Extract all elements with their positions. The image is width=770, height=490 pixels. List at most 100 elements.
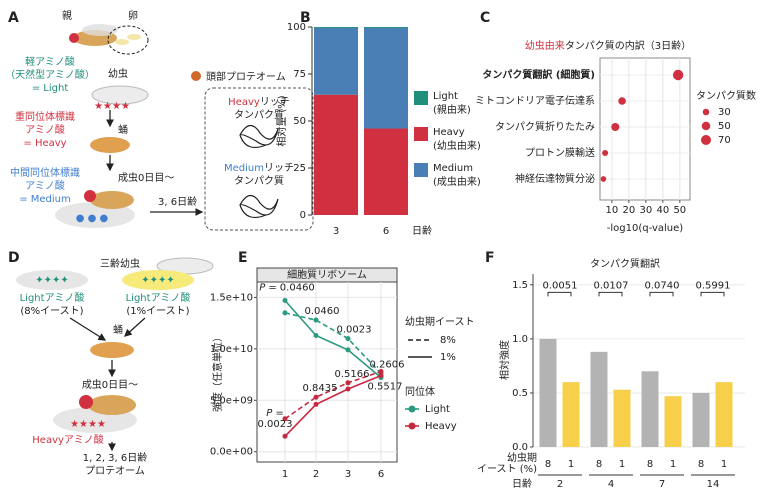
point bbox=[282, 433, 288, 439]
stars: ✦✦✦✦ bbox=[141, 275, 175, 286]
bar bbox=[692, 392, 710, 447]
x-tick-label: 2 bbox=[557, 479, 563, 490]
legend-label: Light bbox=[425, 404, 450, 415]
x-tick-label: 50 bbox=[673, 205, 686, 216]
y-tick-label: 0.0 bbox=[512, 442, 528, 453]
y-axis-label: 相対量 (%) bbox=[275, 95, 288, 146]
head-icon bbox=[191, 71, 201, 81]
chart-title: 幼虫由来 bbox=[525, 39, 565, 52]
diagram-a: 親 卵 軽アミノ酸 （天然型アミノ酸） = Light 幼虫 ★★★★ 重同位体… bbox=[5, 9, 314, 231]
y-axis-label: 強度（任意単位） bbox=[211, 332, 224, 412]
label: 3, 6日齢 bbox=[158, 195, 197, 208]
legend-dot bbox=[408, 405, 416, 413]
point bbox=[313, 317, 319, 323]
label: （天然型アミノ酸） bbox=[5, 68, 95, 81]
y-tick-label: 1.5e+10 bbox=[210, 292, 253, 303]
label: Lightアミノ酸 bbox=[20, 291, 85, 304]
y-axis-label: 相対量 bbox=[275, 117, 288, 147]
bar-segment bbox=[314, 27, 358, 95]
p-value: 0.2606 bbox=[370, 360, 405, 371]
panel-label: F bbox=[485, 250, 495, 266]
p-value: 0.0023 bbox=[337, 325, 372, 336]
dot bbox=[672, 69, 684, 81]
y-tick-label: 100 bbox=[287, 22, 306, 33]
dots: ● ● ● bbox=[76, 213, 109, 224]
p-value: 0.0460 bbox=[305, 306, 340, 317]
group-label: イースト (%) bbox=[477, 464, 537, 475]
egg-group bbox=[107, 25, 149, 55]
arrow bbox=[69, 317, 107, 341]
bracket bbox=[649, 291, 674, 297]
legend-label: (親由来) bbox=[433, 103, 471, 116]
x-tick-label: 40 bbox=[656, 205, 669, 216]
pupa bbox=[90, 137, 130, 153]
panel-label: D bbox=[8, 250, 20, 266]
larva bbox=[91, 85, 149, 105]
bar-segment bbox=[314, 27, 358, 28]
plate bbox=[16, 270, 88, 290]
label: = Heavy bbox=[23, 138, 66, 149]
line bbox=[284, 370, 382, 420]
x-tick-label: 2 bbox=[313, 469, 319, 480]
y-tick-label: 1.0e+10 bbox=[210, 344, 253, 355]
line bbox=[284, 374, 382, 437]
bracket bbox=[547, 291, 572, 297]
p-value: 0.0023 bbox=[258, 419, 293, 430]
legend-dot bbox=[408, 422, 416, 430]
bracket bbox=[700, 291, 725, 297]
label: 卵 bbox=[128, 10, 138, 22]
point bbox=[345, 347, 351, 353]
x-tick-label: 8 bbox=[596, 459, 602, 470]
x-tick-label: 8 bbox=[698, 459, 704, 470]
label: 頭部プロテオーム bbox=[206, 70, 286, 83]
p-prefix: P = bbox=[266, 408, 284, 419]
label: リッチ bbox=[264, 162, 294, 174]
point bbox=[282, 416, 288, 422]
legend-title: 幼虫期イースト bbox=[405, 315, 475, 328]
point bbox=[378, 368, 384, 374]
fly-eye bbox=[84, 190, 96, 202]
chart-title: タンパク質翻訳 bbox=[590, 257, 660, 270]
label: タンパク質 bbox=[234, 108, 284, 121]
x-axis-label: 日齢 bbox=[512, 477, 532, 490]
y-tick-label: 0.5 bbox=[512, 388, 528, 399]
label: プロテオーム bbox=[85, 465, 145, 477]
x-tick-label: 1 bbox=[670, 459, 676, 470]
stars: ★★★★ bbox=[94, 101, 130, 112]
label: タンパク質 bbox=[234, 174, 284, 187]
chart-title: 幼虫由来タンパク質の内訳（3日齢） bbox=[525, 39, 691, 52]
label: 中間同位体標識 bbox=[10, 166, 80, 179]
egg bbox=[115, 39, 129, 45]
stars: ✦✦✦✦ bbox=[35, 275, 69, 286]
point bbox=[378, 373, 384, 379]
p-value: 0.5517 bbox=[368, 382, 403, 393]
point bbox=[282, 298, 288, 304]
point bbox=[282, 310, 288, 316]
point bbox=[313, 394, 319, 400]
x-axis-label: -log10(q-value) bbox=[607, 223, 683, 234]
bar bbox=[613, 389, 631, 447]
x-tick-label: 30 bbox=[639, 205, 652, 216]
x-tick-label: 3 bbox=[333, 226, 339, 237]
legend-label: Light bbox=[433, 91, 458, 102]
label: Mediumリッチ bbox=[224, 162, 294, 174]
plate bbox=[122, 270, 194, 290]
y-tick-label: ミトコンドリア電子伝達系 bbox=[475, 95, 595, 107]
bar bbox=[715, 382, 733, 447]
egg bbox=[127, 34, 141, 40]
legend-swatch bbox=[414, 163, 428, 177]
bar bbox=[664, 396, 682, 447]
legend-label: Heavy bbox=[433, 127, 465, 138]
y-tick-label: 0.0e+00 bbox=[210, 447, 253, 458]
label: 軽アミノ酸 bbox=[25, 55, 75, 68]
protein-tangle bbox=[239, 194, 279, 218]
y-tick-label: 50 bbox=[293, 116, 306, 127]
p-value: 0.0051 bbox=[543, 280, 578, 291]
pupa bbox=[90, 342, 134, 358]
fly-eye bbox=[79, 395, 93, 409]
point bbox=[345, 386, 351, 392]
dot bbox=[618, 97, 626, 105]
line bbox=[284, 299, 382, 379]
legend-title: タンパク質数 bbox=[696, 89, 756, 102]
